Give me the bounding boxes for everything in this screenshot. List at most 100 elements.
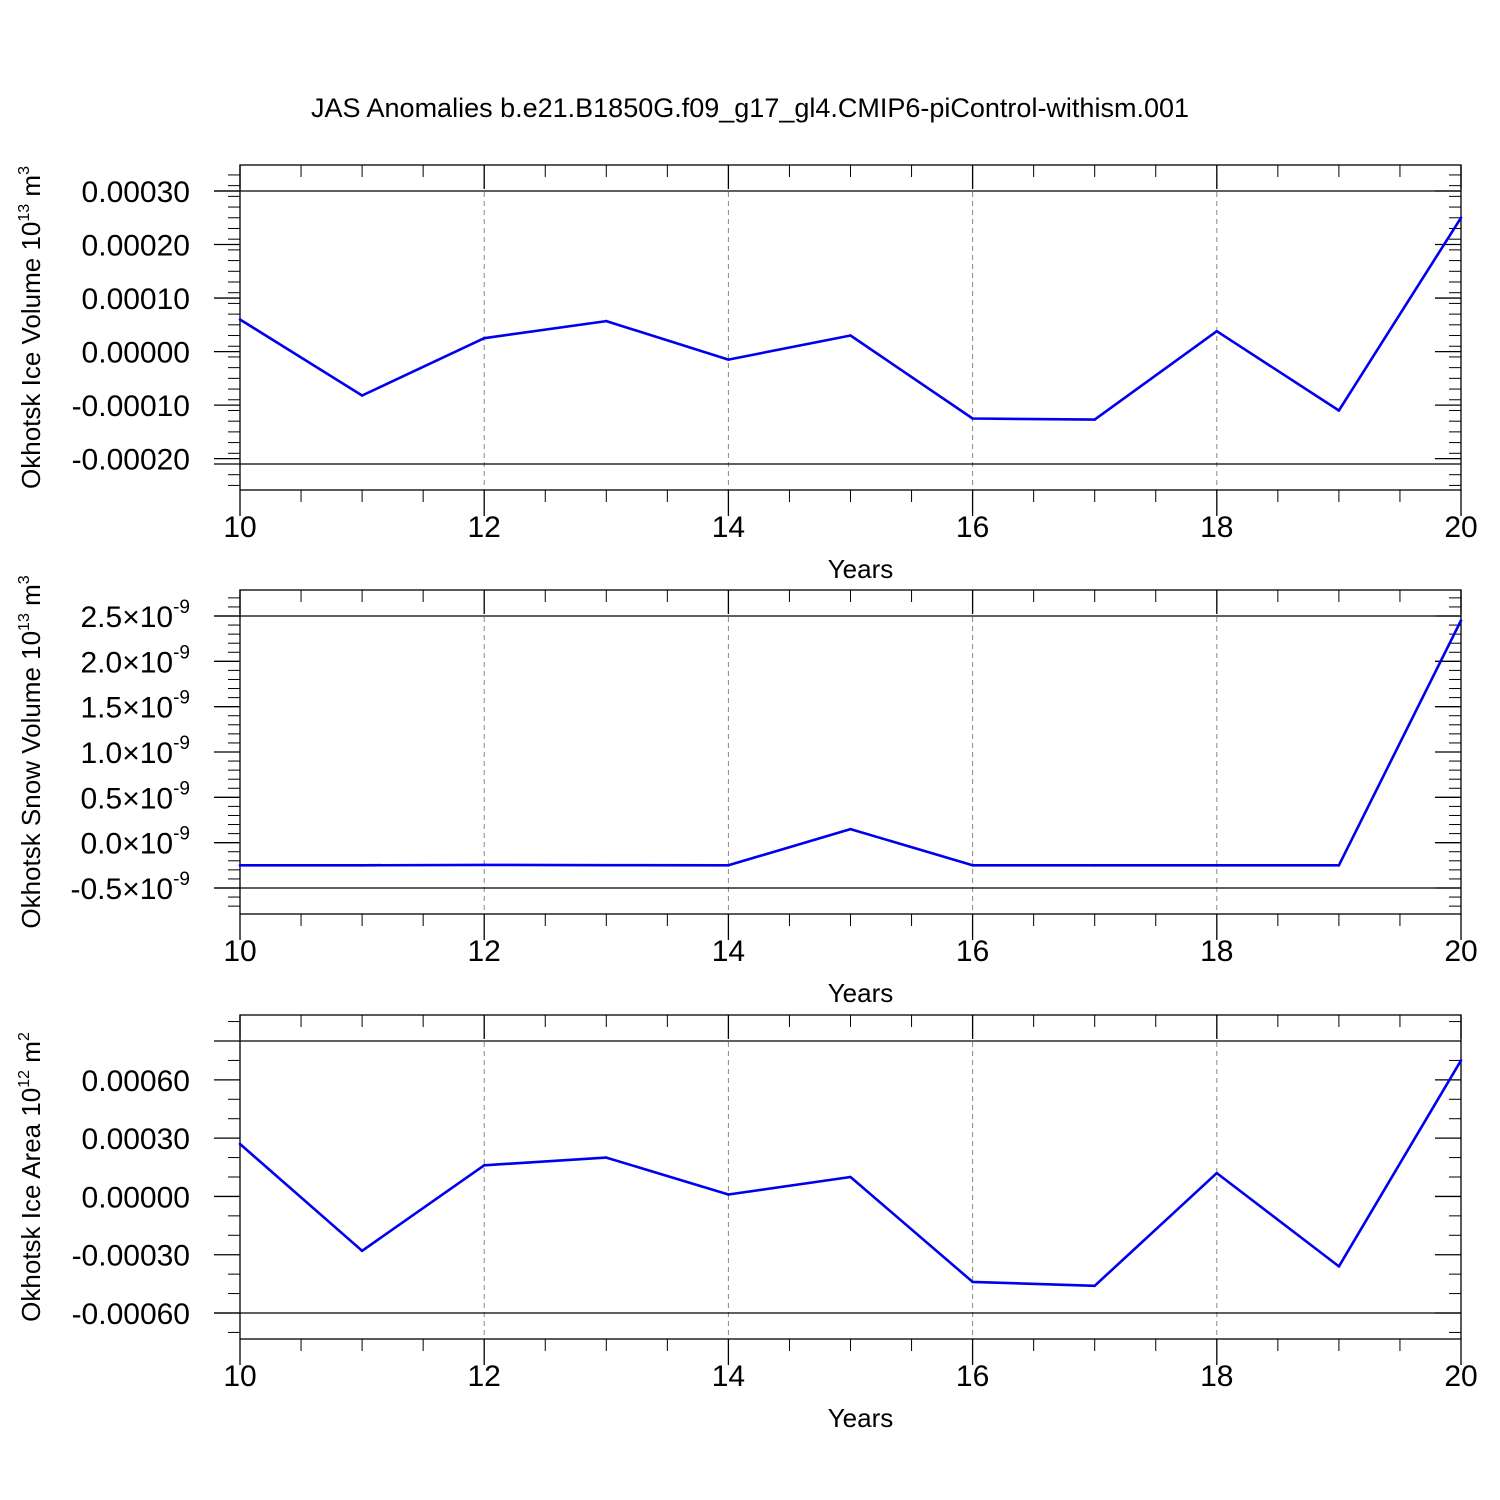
data-point [849,334,852,337]
y-tick-mantissa: 1.0 [80,737,122,770]
x-tick-label: 12 [468,935,501,968]
y-tick-label: 1.0×10-9 [80,733,190,770]
data-point [360,394,364,397]
chart-panel-2: 10 12 14 16 18 202.5×10-92.0×10-91.5×10-91.0×… [16,575,1478,1008]
data-point [360,864,364,867]
y-axis-label-text: Okhotsk Ice Area 10 [16,1088,46,1322]
x-tick-label: 10 [223,935,256,968]
y-axis-label-unit-exp: 2 [16,1032,33,1041]
data-point [1337,409,1341,412]
x-tick-label: 16 [956,935,989,968]
y-tick-label: -0.00060 [72,1298,190,1331]
y-tick-times: ×10 [122,873,173,906]
data-point [482,336,486,340]
data-point [238,864,242,867]
y-tick-label: 0.5×10-9 [80,778,190,815]
y-tick-label: -0.00020 [72,444,190,477]
x-axis-label: Years [828,978,894,1008]
figure-title: JAS Anomalies b.e21.B1850G.f09_g17_gl4.C… [311,93,1189,123]
y-tick-exponent: -9 [173,733,190,754]
data-point [1459,1059,1463,1062]
y-tick-label: -0.00030 [72,1240,190,1273]
data-point [1093,418,1096,421]
y-tick-exponent: -9 [173,778,190,799]
y-axis-label-unit: m [16,584,46,613]
data-point [971,417,974,420]
y-tick-label: 0.0×10-9 [80,824,190,861]
x-tick-label: 10 [223,511,256,544]
y-tick-label: 0.00030 [82,1123,190,1156]
y-axis-label: Okhotsk Ice Area 1012 m2 [16,1032,46,1322]
y-tick-label: -0.5×10-9 [71,869,191,906]
y-tick-times: ×10 [122,737,173,770]
x-tick-label: 18 [1200,935,1233,968]
x-tick-label: 20 [1444,1360,1477,1393]
data-point [1093,1284,1096,1288]
data-point [482,863,486,867]
data-point [1215,864,1219,867]
x-tick-label: 16 [956,511,989,544]
y-tick-times: ×10 [122,692,173,725]
y-tick-label: 1.5×10-9 [80,688,190,725]
data-point [1459,216,1463,220]
x-tick-label: 14 [712,511,745,544]
data-point [1337,1265,1341,1268]
y-axis-label: Okhotsk Snow Volume 1013 m3 [16,575,46,928]
y-tick-label: 0.00000 [82,337,190,370]
y-tick-label: 2.5×10-9 [80,597,190,634]
y-tick-label: 0.00030 [82,176,190,209]
y-axis-label-text: Okhotsk Ice Volume 10 [16,222,46,489]
y-tick-exponent: -9 [173,642,190,663]
series-line [239,1059,1463,1288]
x-tick-label: 20 [1444,511,1477,544]
data-point [849,827,852,831]
data-point [238,1142,242,1146]
y-tick-label: 0.00010 [82,283,190,316]
data-point [605,319,608,323]
y-tick-mantissa: 0.5 [80,782,122,815]
y-tick-label: 0.00020 [82,230,190,263]
y-axis-label-unit-exp: 3 [16,575,33,584]
y-axis-label-exp: 12 [16,1070,33,1088]
x-tick-label: 18 [1200,511,1233,544]
y-axis-label-unit: m [16,1041,46,1070]
data-point [605,1156,608,1159]
data-point [971,864,974,867]
y-tick-times: ×10 [122,828,173,861]
data-point [1215,1171,1219,1175]
y-axis-label-exp: 13 [16,204,33,222]
y-tick-label: 0.00000 [82,1181,190,1214]
x-axis-label: Years [828,1403,894,1433]
data-point [1337,864,1341,867]
data-point [1093,864,1096,867]
y-tick-label: -0.00010 [72,390,190,423]
x-tick-label: 16 [956,1360,989,1393]
y-axis-label-unit-exp: 3 [16,166,33,175]
data-point [482,1164,486,1167]
chart-panel-3: 10 12 14 16 18 20 0.00060 0.00030 0.00000 -0.0003… [16,1014,1478,1433]
y-tick-exponent: -9 [173,688,190,709]
y-tick-times: ×10 [122,601,173,634]
y-tick-times: ×10 [122,782,173,815]
y-tick-mantissa: 1.5 [80,692,122,725]
y-tick-mantissa: 2.5 [80,601,122,634]
data-point [727,358,730,361]
series-line [239,217,1463,421]
y-tick-mantissa: 2.0 [80,646,122,679]
y-axis-label: Okhotsk Ice Volume 1013 m3 [16,166,46,489]
data-point [360,1249,364,1253]
x-tick-label: 12 [468,1360,501,1393]
y-tick-label: 0.00060 [82,1065,190,1098]
x-tick-label: 18 [1200,1360,1233,1393]
y-tick-exponent: -9 [173,824,190,845]
y-axis-label-exp: 13 [16,613,33,631]
x-tick-label: 14 [712,935,745,968]
x-tick-label: 20 [1444,935,1477,968]
data-point [971,1280,974,1284]
x-tick-label: 12 [468,511,501,544]
plot-frame [239,164,1462,491]
panels: 10 12 14 16 18 20 0.00030 0.00020 0.00010 0.00000… [16,164,1478,1433]
y-tick-times: ×10 [122,646,173,679]
y-tick-exponent: -9 [173,597,190,618]
